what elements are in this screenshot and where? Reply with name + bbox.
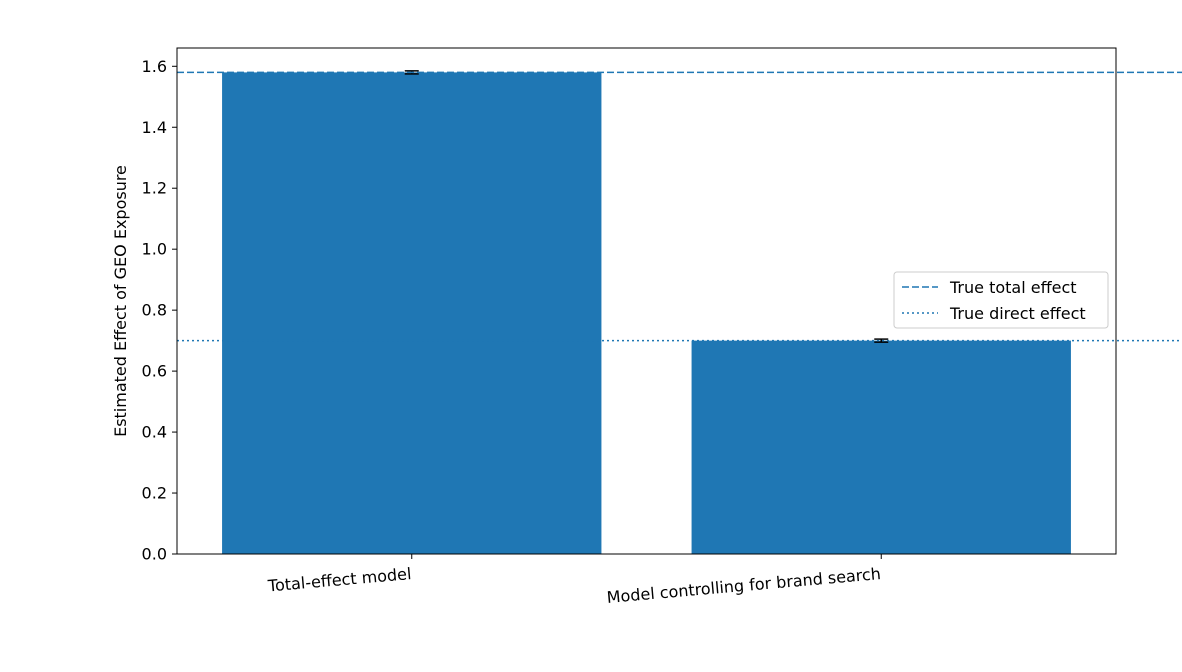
y-tick-label: 1.0 <box>142 240 167 259</box>
y-tick-label: 1.2 <box>142 179 167 198</box>
x-tick-label: Model controlling for brand search <box>606 564 882 607</box>
plot-frame <box>176 47 1117 555</box>
y-tick-label: 0.8 <box>142 301 167 320</box>
legend-label-true-direct-effect: True direct effect <box>949 304 1086 323</box>
bar <box>222 72 602 554</box>
legend-box <box>893 271 1109 329</box>
y-tick-label: 1.4 <box>142 118 167 137</box>
y-tick-label: 0.2 <box>142 484 167 503</box>
x-tick-label: Total-effect model <box>266 564 412 596</box>
y-axis-label: Estimated Effect of GEO Exposure <box>111 165 130 437</box>
y-axis-ticks: 0.0 0.2 0.4 0.6 0.8 1.0 1.2 1.4 1.6 <box>142 57 177 564</box>
bar <box>691 340 1071 554</box>
legend: True total effect True direct effect <box>893 271 1109 329</box>
error-bars-layer <box>404 70 889 343</box>
x-axis-ticks: Total-effect model Model controlling for … <box>266 554 882 607</box>
y-tick-label: 0.6 <box>142 362 167 381</box>
y-tick-label: 1.6 <box>142 57 167 76</box>
bars-layer <box>222 72 1071 554</box>
legend-label-true-total-effect: True total effect <box>949 278 1077 297</box>
y-tick-label: 0.0 <box>142 545 167 564</box>
reference-lines-layer <box>177 71 1182 342</box>
y-tick-label: 0.4 <box>142 423 167 442</box>
